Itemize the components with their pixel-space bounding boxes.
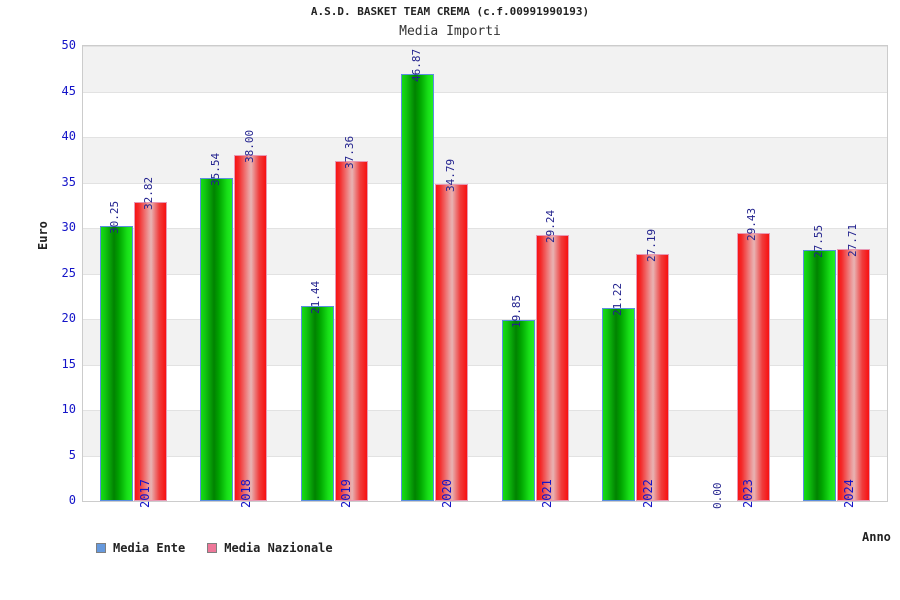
legend-item-media-nazionale[interactable]: Media Nazionale [207,541,333,555]
gridline [83,91,887,93]
gridline [83,410,887,411]
value-label: 46.87 [409,49,423,83]
bar-media-ente-2024[interactable] [803,250,837,501]
x-axis-tick: 2021 [540,479,555,508]
value-label: 32.82 [142,177,156,211]
y-axis-tick: 20 [61,311,76,325]
bar-media-ente-2022[interactable] [602,307,636,501]
gridline [83,137,887,138]
value-label: 35.54 [208,152,222,186]
bar-media-ente-2017[interactable] [99,225,133,501]
legend-item-media-ente[interactable]: Media Ente [96,541,185,555]
value-label: 37.36 [343,135,357,170]
legend-label-media-ente: Media Ente [113,541,186,555]
plot-band [83,46,887,92]
x-axis-label: Anno [862,530,891,544]
bar-media-nazionale-2018[interactable] [234,155,268,501]
plot-band [83,137,887,183]
legend-swatch-media-ente [96,543,106,553]
x-axis-tick: 2020 [439,479,454,508]
y-axis-label: Euro [36,221,50,250]
y-axis-tick: 50 [61,38,76,52]
bar-media-nazionale-2022[interactable] [636,253,670,501]
x-axis-tick: 2022 [640,479,655,508]
y-axis-tick: 0 [68,493,76,507]
gridline [83,273,887,275]
bar-media-ente-2019[interactable] [300,305,334,501]
x-axis-tick: 2019 [339,479,354,508]
legend: Media Ente Media Nazionale [96,541,333,555]
x-axis-tick: 2017 [138,479,153,508]
y-axis-tick: 10 [61,402,76,416]
gridline [83,228,887,229]
y-axis-tick: 40 [61,129,76,143]
value-label: 19.85 [510,295,524,329]
value-label: 27.55 [811,225,825,259]
bar-media-nazionale-2021[interactable] [535,234,569,501]
y-axis-tick: 15 [61,356,76,371]
value-label: 21.22 [610,282,624,316]
gridline [83,46,887,47]
y-axis-tick: 45 [61,83,76,98]
value-label: 29.24 [544,209,558,243]
chart-title: A.S.D. BASKET TEAM CREMA (c.f.0099199019… [310,5,590,18]
bar-media-nazionale-2019[interactable] [334,161,368,501]
bar-media-ente-2021[interactable] [501,320,535,501]
bar-media-ente-2018[interactable] [200,177,234,501]
legend-label-media-nazionale: Media Nazionale [224,541,333,555]
value-label: 0.00 [711,482,725,510]
gridline [83,455,887,457]
value-label: 21.44 [309,280,323,314]
value-label: 30.25 [108,200,122,234]
x-axis-tick: 2018 [238,479,253,508]
bar-media-nazionale-2023[interactable] [736,233,770,501]
y-axis-tick: 30 [61,220,76,234]
bar-media-nazionale-2017[interactable] [133,202,167,501]
chart-subtitle: Media Importi [399,24,501,39]
gridline [83,364,887,366]
value-label: 38.00 [242,130,256,164]
y-axis-tick: 5 [68,447,76,462]
y-axis-tick: 25 [61,265,76,280]
gridline [83,319,887,320]
gridline [83,182,887,184]
plot-area [82,45,888,502]
value-label: 27.71 [845,223,859,257]
bar-media-ente-2020[interactable] [401,74,435,501]
bar-media-nazionale-2024[interactable] [837,248,871,501]
y-axis-tick: 35 [61,174,76,189]
value-label: 27.19 [644,228,658,262]
x-axis-tick: 2023 [741,479,756,508]
value-label: 29.43 [745,208,759,242]
legend-swatch-media-nazionale [207,543,218,553]
y-axis-ticks: 0 5 10 15 20 25 30 35 40 45 50 [30,0,76,600]
bar-media-nazionale-2020[interactable] [435,184,469,501]
value-label: 34.79 [443,159,457,193]
x-axis-tick: 2024 [841,479,856,508]
